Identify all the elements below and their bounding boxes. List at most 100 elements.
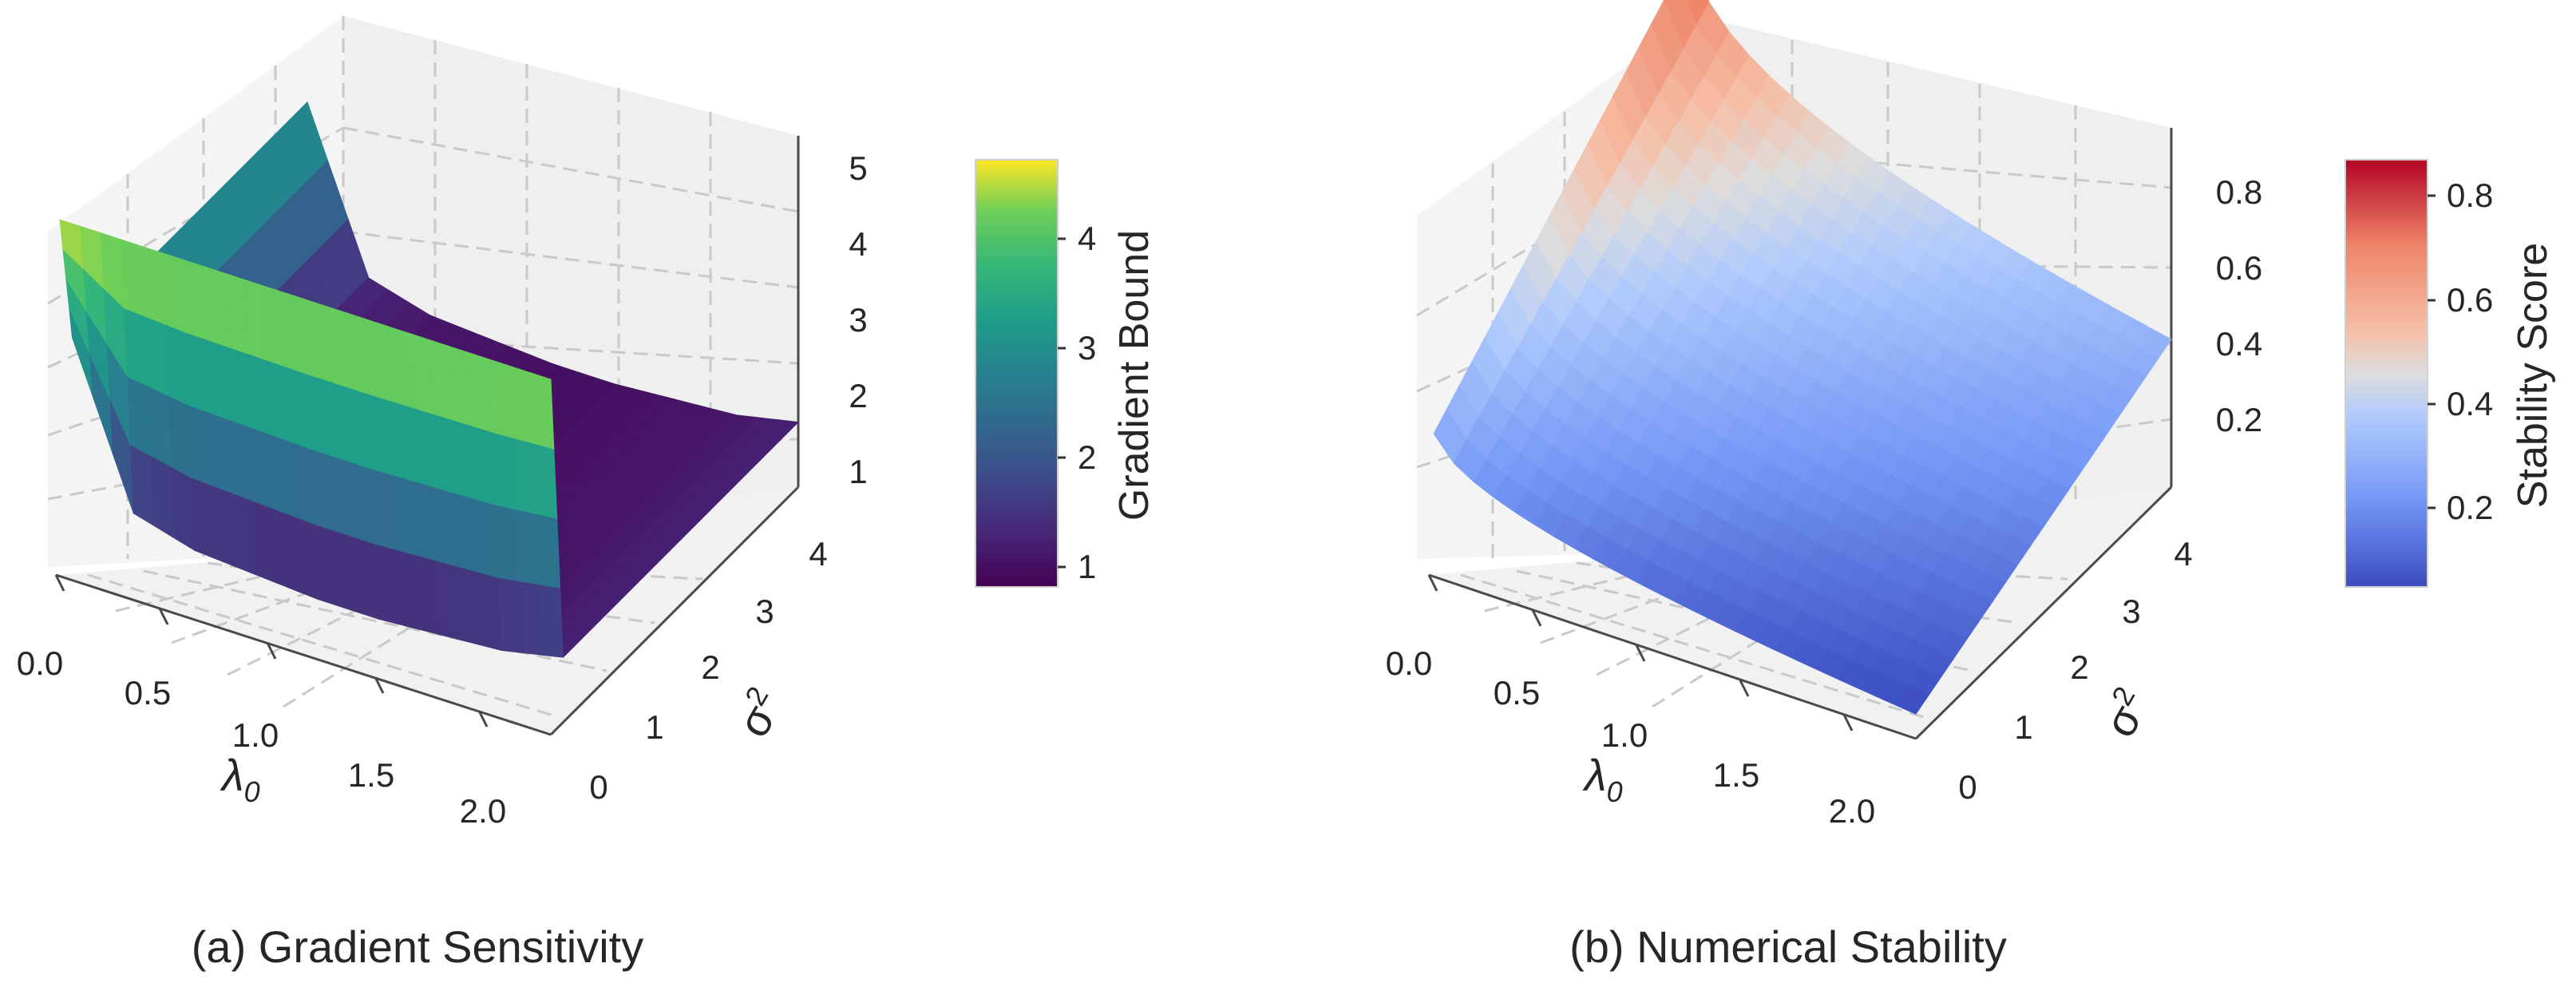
axis-lines (1428, 128, 2173, 740)
surface-cell (185, 331, 210, 414)
x-tick-label: 1.5 (348, 756, 394, 794)
surface-cell (182, 259, 207, 340)
x-tick-label: 0.5 (1494, 674, 1540, 712)
surface-cell (346, 312, 370, 395)
surface-cell (208, 411, 234, 494)
x-tick-label: 1.5 (1713, 756, 1759, 794)
z-tick-label: 2 (849, 377, 867, 414)
surface-cell (457, 565, 482, 646)
surface-cell (127, 375, 152, 457)
caption-a: (a) Gradient Sensitivity (192, 922, 643, 972)
surface-cell (325, 305, 350, 389)
surface-cell (386, 325, 412, 408)
surface-cell (416, 554, 441, 636)
surface-cell (314, 523, 339, 607)
colorbar-tick-label: 0.8 (2447, 176, 2493, 214)
surface-cell (129, 444, 155, 527)
surface-cell (150, 454, 176, 539)
surface-cell (366, 319, 391, 402)
z-tick-label: 0.4 (2216, 325, 2262, 363)
y-tick-label: 2 (2070, 648, 2088, 686)
x-tick-label: 2.0 (1829, 792, 1875, 830)
surface-cell (212, 485, 237, 568)
surface-cell (492, 431, 517, 510)
surface-cell (407, 332, 432, 414)
surface-cell (229, 419, 254, 502)
surface-cell (304, 299, 330, 382)
surface-cell (291, 441, 315, 525)
x-tick-label: 0.5 (125, 674, 171, 712)
surface-a (59, 101, 800, 658)
surface-cell (536, 513, 561, 589)
surface-cell (410, 406, 435, 488)
x-tick-label: 0.0 (17, 644, 63, 682)
surface-cell (307, 374, 333, 457)
surface-cell (328, 380, 354, 464)
surface-cell (191, 477, 216, 560)
surface-cell (1895, 685, 1929, 715)
z-tick-label: 4 (849, 225, 867, 263)
surface-cell (164, 323, 190, 406)
surface-cell (287, 367, 312, 450)
surface-cell (437, 560, 461, 640)
surface-cell (477, 571, 503, 652)
surface-cell (252, 500, 278, 584)
colorbar-tick-label: 0.4 (2447, 385, 2493, 422)
x-tick-marks (1427, 574, 1854, 731)
colorbar-tick-label: 2 (1078, 438, 1096, 476)
surface-cell (468, 352, 493, 433)
surface-cell (140, 245, 166, 325)
colorbar-a: 1 2 3 4 Gradient Bound (975, 159, 1157, 588)
surface-cell (188, 404, 213, 486)
surface-cell (144, 315, 169, 397)
z-tick-label: 0.2 (2216, 401, 2262, 438)
surface-cell (223, 272, 248, 355)
surface-cell (226, 346, 251, 428)
axis-lines (55, 136, 800, 736)
colorbar (975, 159, 1058, 588)
x-tick-label: 2.0 (460, 792, 506, 830)
z-tick-label: 5 (849, 149, 867, 187)
surface-cell (454, 492, 479, 573)
surface-cell (448, 345, 473, 426)
surface-cell (498, 577, 523, 653)
y-tick-label: 4 (809, 535, 827, 573)
surface-cell (273, 508, 298, 592)
colorbar-tick-label: 1 (1078, 548, 1096, 585)
surface-cell (390, 400, 414, 482)
y-tick-label: 1 (645, 708, 663, 746)
x-tick-label: 0.0 (1386, 644, 1432, 682)
x-tick-label: 1.0 (232, 716, 279, 754)
surface-cell (147, 385, 172, 468)
y-axis-label: σ2 (725, 681, 793, 746)
colorbar-label: Gradient Bound (1111, 230, 1157, 521)
surface-cell (413, 480, 438, 562)
colorbar-tick-label: 4 (1078, 220, 1096, 257)
x-tick-label: 1.0 (1601, 716, 1648, 754)
panel-b: 0.0 0.5 1.0 1.5 2.0 0 1 2 3 4 0.2 0.4 0.… (1386, 0, 2556, 972)
colorbar-b: 0.2 0.4 0.6 0.8 Stability Score (2345, 159, 2556, 588)
colorbar-tick-label: 0.2 (2447, 489, 2493, 526)
surface-cell (512, 437, 537, 515)
z-tick-label: 1 (849, 453, 867, 490)
surface-cell (270, 434, 295, 517)
surface-cell (121, 239, 145, 317)
x-tick-marks (54, 574, 489, 727)
surface-cell (349, 386, 374, 470)
x-axis-label: λ0 (220, 750, 260, 808)
surface-cell (489, 359, 514, 438)
z-tick-label: 3 (849, 301, 867, 339)
surface-cell (529, 372, 555, 450)
surface-cell (124, 307, 148, 387)
surface-cell (284, 292, 309, 375)
surface-cell (393, 474, 417, 557)
surface-cell (515, 509, 540, 585)
y-axis-label: σ2 (2091, 681, 2159, 746)
surface-cell (293, 516, 319, 600)
surface-cell (168, 394, 192, 479)
surface-cell (354, 537, 380, 620)
colorbar-tick-label: 3 (1078, 329, 1096, 367)
z-tick-label: 0.6 (2216, 249, 2262, 287)
colorbar-label: Stability Score (2510, 243, 2556, 508)
